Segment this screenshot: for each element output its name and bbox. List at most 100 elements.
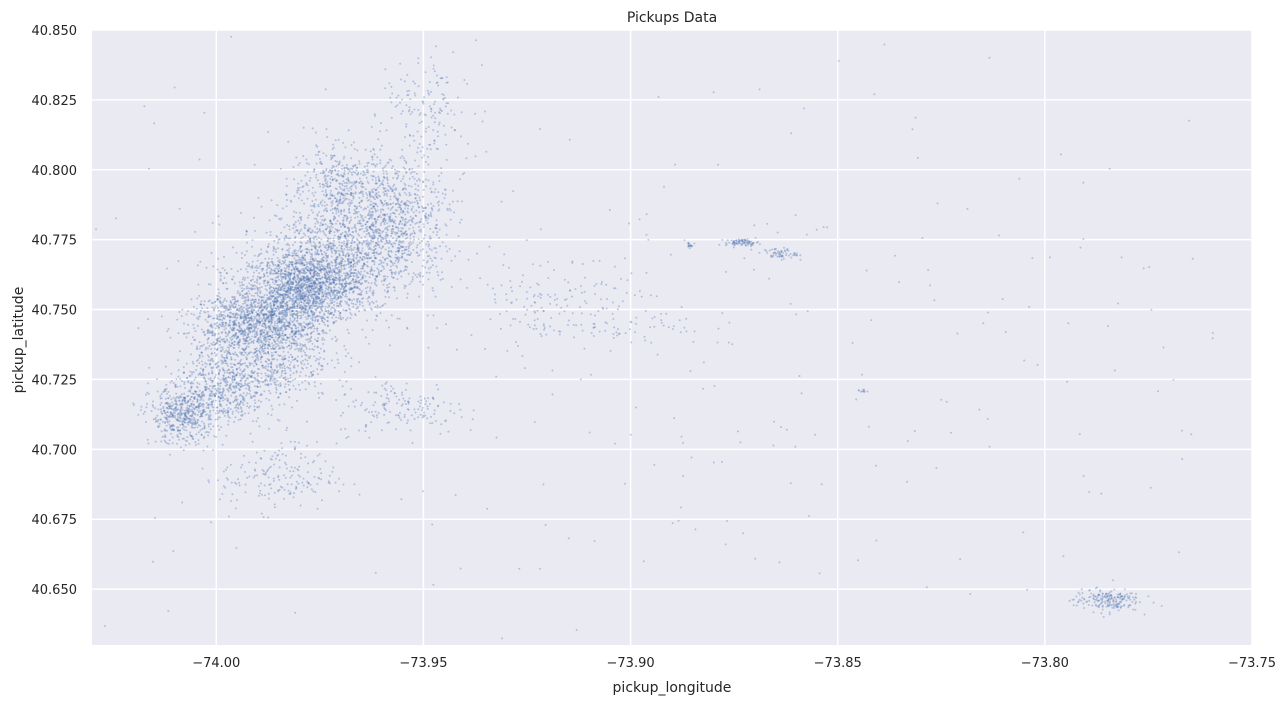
scatter-point <box>285 270 288 273</box>
scatter-point <box>321 204 324 207</box>
scatter-point <box>316 277 319 280</box>
scatter-point <box>300 304 302 307</box>
scatter-point <box>312 290 315 293</box>
scatter-point <box>417 273 420 276</box>
scatter-point <box>409 237 412 240</box>
scatter-point <box>326 185 329 188</box>
scatter-point <box>380 216 382 219</box>
scatter-point <box>293 210 296 213</box>
scatter-point <box>287 359 290 362</box>
scatter-point <box>216 268 219 271</box>
scatter-point <box>278 278 280 281</box>
scatter-point <box>417 238 420 241</box>
scatter-point <box>157 408 160 411</box>
scatter-point <box>375 300 378 303</box>
scatter-point <box>293 307 296 309</box>
scatter-point <box>281 356 284 359</box>
scatter-point <box>281 294 284 297</box>
scatter-point <box>323 179 326 182</box>
scatter-point <box>321 292 323 295</box>
scatter-point <box>152 400 154 403</box>
scatter-point <box>309 177 312 179</box>
scatter-point <box>172 396 175 399</box>
scatter-point <box>413 238 415 241</box>
scatter-point <box>312 287 315 290</box>
scatter-point <box>354 223 356 226</box>
scatter-point <box>373 269 376 272</box>
scatter-point <box>193 392 196 395</box>
scatter-point <box>311 285 314 288</box>
scatter-point <box>292 243 294 246</box>
scatter-point <box>342 175 345 178</box>
scatter-point <box>223 351 226 353</box>
scatter-point <box>194 421 197 424</box>
scatter-point <box>234 351 237 354</box>
scatter-point <box>322 171 325 174</box>
scatter-point <box>213 351 216 354</box>
scatter-point <box>326 302 329 305</box>
scatter-point <box>237 290 240 293</box>
scatter-point <box>288 396 291 399</box>
scatter-point <box>318 289 321 291</box>
scatter-point <box>382 169 385 172</box>
scatter-point <box>323 184 326 187</box>
scatter-point <box>251 356 254 359</box>
scatter-point <box>196 297 199 300</box>
scatter-point <box>179 424 182 426</box>
scatter-point <box>247 342 250 345</box>
scatter-point <box>311 269 314 272</box>
scatter-point <box>261 267 264 270</box>
scatter-point <box>160 440 163 443</box>
scatter-point <box>328 294 331 297</box>
scatter-point <box>359 214 362 216</box>
scatter-point <box>402 187 405 190</box>
scatter-point <box>257 267 260 269</box>
scatter-point <box>309 277 312 280</box>
scatter-point <box>390 251 393 253</box>
scatter-point <box>370 163 373 166</box>
scatter-point <box>337 271 340 274</box>
scatter-point <box>299 361 302 364</box>
scatter-point <box>255 358 258 361</box>
scatter-point <box>275 364 278 367</box>
scatter-point <box>307 227 310 230</box>
scatter-point <box>388 225 391 227</box>
scatter-point <box>324 275 327 278</box>
scatter-point <box>302 285 305 288</box>
scatter-point <box>281 275 284 278</box>
scatter-point <box>347 261 350 264</box>
scatter-point <box>295 295 298 297</box>
scatter-point <box>259 292 262 295</box>
scatter-point <box>393 212 396 215</box>
scatter-point <box>209 422 212 425</box>
scatter-point <box>207 423 210 426</box>
scatter-point <box>291 261 294 263</box>
scatter-point <box>371 300 374 303</box>
scatter-point <box>349 261 352 264</box>
scatter-point <box>299 293 302 296</box>
scatter-point <box>246 241 248 244</box>
scatter-point <box>317 293 320 295</box>
scatter-point <box>144 421 147 423</box>
scatter-point <box>343 272 346 275</box>
scatter-point <box>272 344 275 346</box>
scatter-point <box>276 324 279 327</box>
scatter-point <box>387 207 390 210</box>
scatter-point <box>308 383 311 386</box>
scatter-point <box>362 265 365 268</box>
scatter-point <box>413 232 416 235</box>
scatter-point <box>287 253 290 256</box>
scatter-point <box>290 361 293 364</box>
scatter-point <box>370 200 373 203</box>
scatter-point <box>352 258 355 260</box>
scatter-point <box>260 296 263 299</box>
scatter-point <box>381 183 384 186</box>
scatter-point <box>361 193 364 195</box>
scatter-point <box>387 250 390 253</box>
scatter-point <box>407 250 410 253</box>
scatter-point <box>431 259 434 262</box>
scatter-point <box>186 421 189 424</box>
scatter-point <box>301 291 304 294</box>
scatter-point <box>211 221 214 224</box>
scatter-point <box>365 233 368 236</box>
